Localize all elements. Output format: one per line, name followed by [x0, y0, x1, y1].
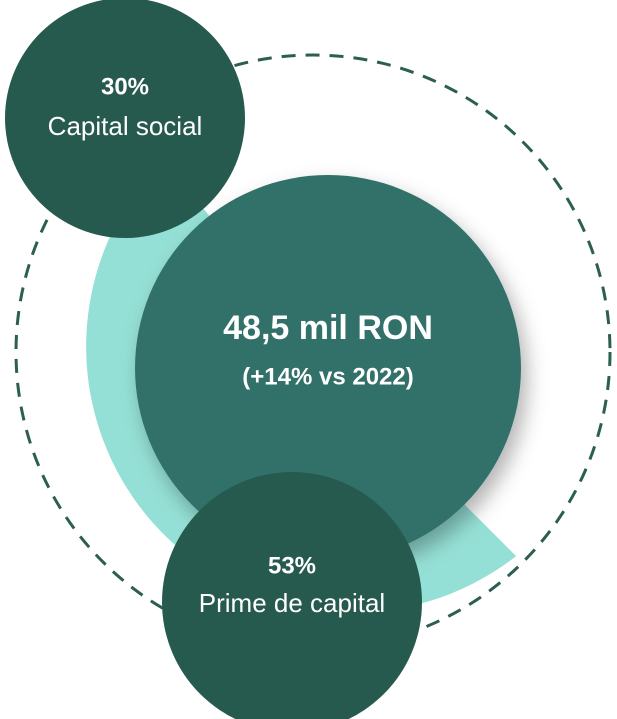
segment-label: Prime de capital: [199, 588, 385, 618]
segment-circle: [162, 472, 422, 719]
segment-label: Capital social: [48, 111, 203, 141]
center-title: 48,5 mil RON: [223, 309, 433, 347]
center-circle: [135, 175, 521, 561]
segment-value: 30%: [101, 73, 149, 100]
segment-value: 53%: [268, 552, 316, 579]
segment-circle: [5, 0, 245, 238]
center-subtitle: (+14% vs 2022): [242, 363, 413, 390]
